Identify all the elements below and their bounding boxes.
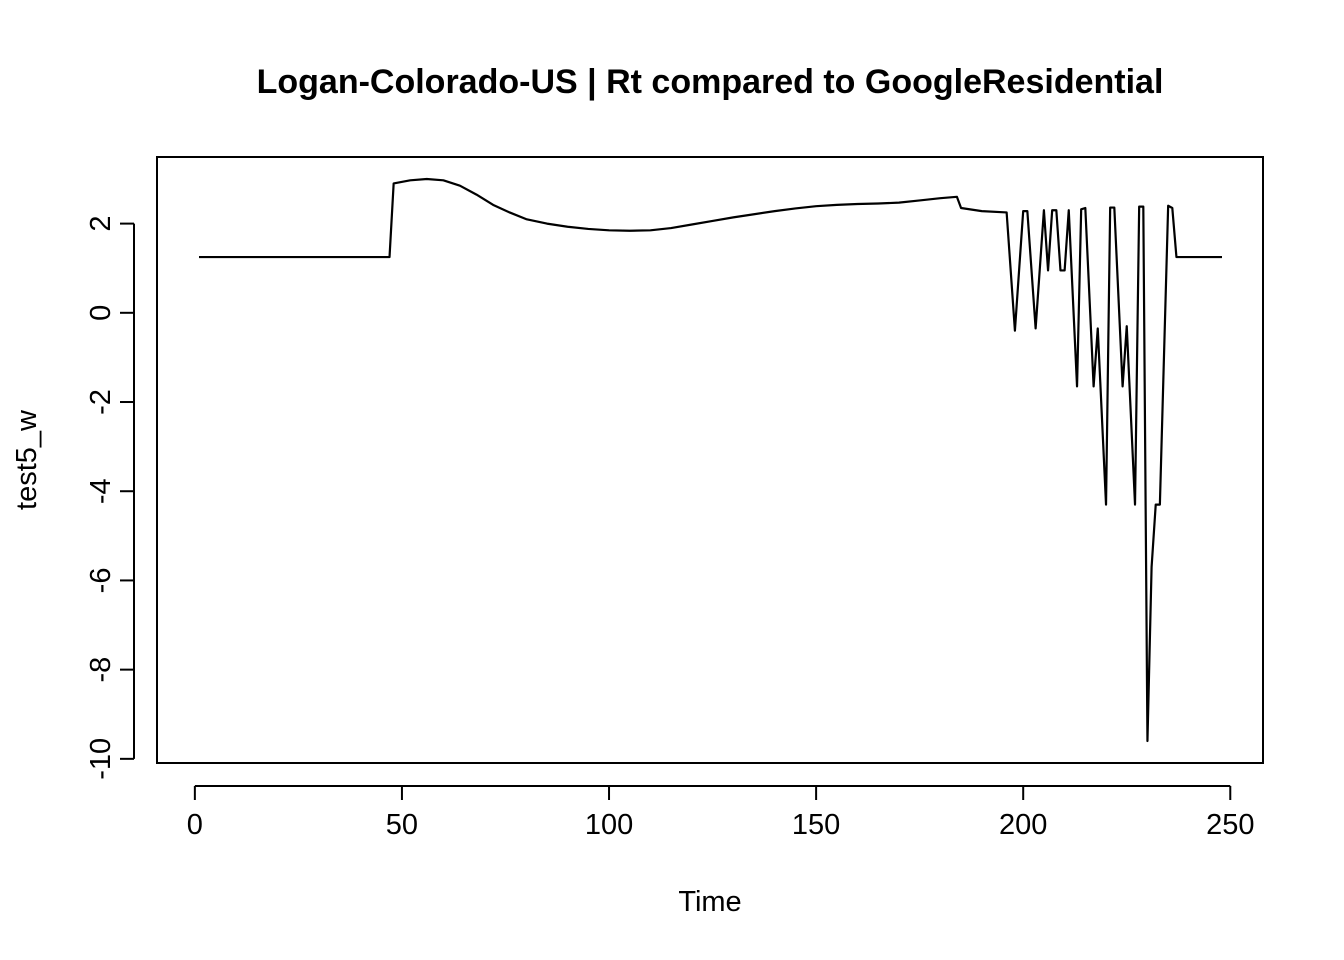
y-axis-label: test5_w — [11, 409, 43, 510]
x-tick-label: 150 — [792, 809, 840, 841]
x-tick-label: 50 — [386, 809, 418, 841]
y-axis: -10 -8 -6 -4 -2 0 2 — [85, 216, 135, 780]
plot-frame — [156, 156, 1264, 764]
y-tick-label: -6 — [85, 568, 117, 594]
series-line — [199, 177, 1222, 743]
y-tick-label: 0 — [85, 305, 117, 321]
x-tick-label: 200 — [999, 809, 1047, 841]
x-tick-label: 0 — [187, 809, 203, 841]
x-tick-label: 100 — [585, 809, 633, 841]
y-tick-label: -10 — [85, 738, 117, 780]
x-tick-label: 250 — [1206, 809, 1254, 841]
x-axis: 0 50 100 150 200 250 — [187, 785, 1254, 841]
chart-title: Logan-Colorado-US | Rt compared to Googl… — [257, 63, 1164, 101]
y-tick-label: -4 — [85, 478, 117, 504]
y-tick-label: -2 — [85, 389, 117, 415]
y-tick-label: 2 — [85, 216, 117, 232]
y-tick-label: -8 — [85, 657, 117, 683]
x-axis-label: Time — [678, 886, 741, 918]
